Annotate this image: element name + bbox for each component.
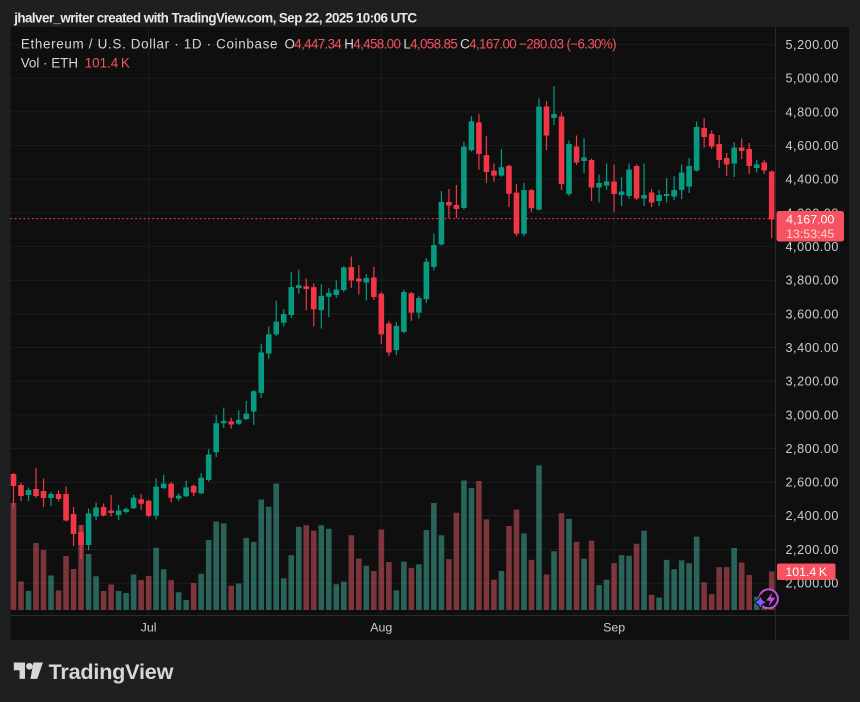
- svg-text:3,800.00: 3,800.00: [786, 274, 839, 288]
- svg-text:101.4 K: 101.4 K: [785, 565, 827, 579]
- svg-text:2,800.00: 2,800.00: [786, 442, 839, 456]
- svg-text:2,000.00: 2,000.00: [786, 577, 839, 591]
- svg-text:Vol · ETH 101.4 K: Vol · ETH 101.4 K: [21, 56, 130, 71]
- svg-text:Ethereum / U.S. Dollar · 1D ·: Ethereum / U.S. Dollar · 1D · Coinbase: [21, 37, 278, 52]
- svg-text:3,000.00: 3,000.00: [786, 408, 839, 422]
- svg-text:Aug: Aug: [370, 621, 392, 635]
- svg-text:Jul: Jul: [141, 621, 157, 635]
- svg-text:3,200.00: 3,200.00: [786, 375, 839, 389]
- svg-text:4,400.00: 4,400.00: [786, 173, 839, 187]
- svg-text:jhalver_writer created with Tr: jhalver_writer created with TradingView.…: [13, 10, 417, 25]
- svg-text:4,000.00: 4,000.00: [786, 240, 839, 254]
- svg-text:4,800.00: 4,800.00: [786, 105, 839, 119]
- svg-text:2,200.00: 2,200.00: [786, 543, 839, 557]
- svg-text:2,400.00: 2,400.00: [786, 509, 839, 523]
- svg-text:4,600.00: 4,600.00: [786, 139, 839, 153]
- svg-text:O4,447.34 H4,458.00 L4,058.85: O4,447.34 H4,458.00 L4,058.85 C4,167.00 …: [285, 37, 617, 52]
- svg-text:13:53:45: 13:53:45: [786, 227, 834, 241]
- svg-text:3,600.00: 3,600.00: [786, 307, 839, 321]
- svg-text:4,167.00: 4,167.00: [786, 212, 834, 226]
- svg-text:Sep: Sep: [603, 621, 625, 635]
- svg-text:TradingView: TradingView: [49, 659, 174, 684]
- svg-text:3,400.00: 3,400.00: [786, 341, 839, 355]
- svg-text:5,200.00: 5,200.00: [786, 38, 839, 52]
- svg-text:2,600.00: 2,600.00: [786, 476, 839, 490]
- svg-text:5,000.00: 5,000.00: [786, 72, 839, 86]
